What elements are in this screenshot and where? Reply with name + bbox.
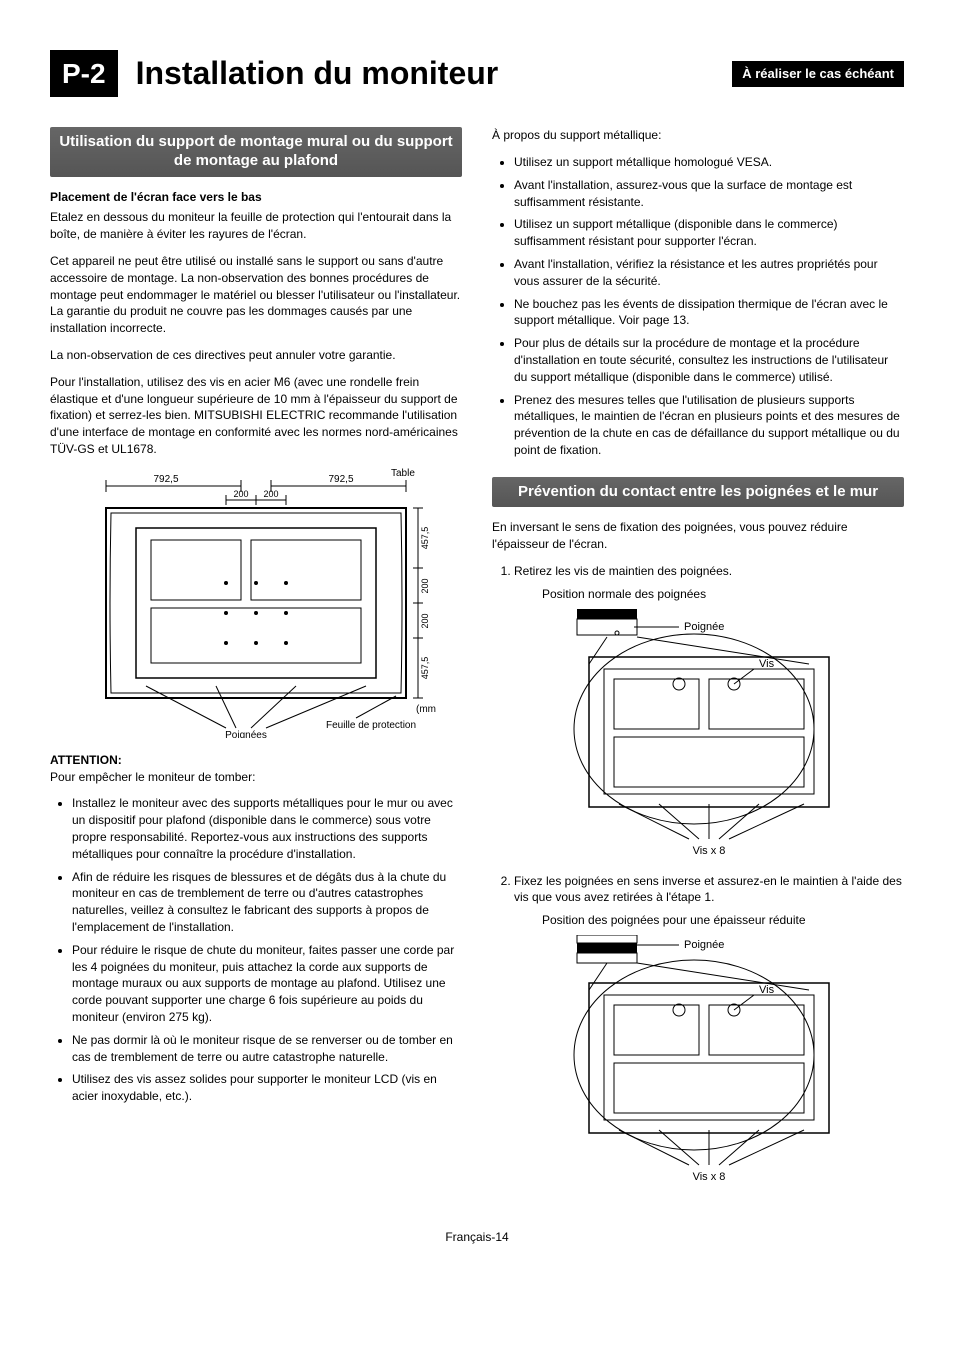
svg-text:792,5: 792,5: [328, 474, 353, 485]
paragraph: Cet appareil ne peut être utilisé ou ins…: [50, 253, 462, 337]
list-item: Installez le moniteur avec des supports …: [72, 795, 462, 862]
svg-text:200: 200: [420, 578, 430, 593]
left-column: Utilisation du support de montage mural …: [50, 127, 462, 1199]
svg-text:457,5: 457,5: [420, 657, 430, 680]
step-item: Fixez les poignées en sens inverse et as…: [514, 873, 904, 1185]
svg-text:Vis x 8: Vis x 8: [693, 845, 726, 857]
paragraph: Pour l'installation, utilisez des vis en…: [50, 374, 462, 458]
condition-badge: À réaliser le cas échéant: [732, 61, 904, 87]
svg-text:Vis: Vis: [759, 984, 775, 996]
svg-text:Vis x 8: Vis x 8: [693, 1171, 726, 1183]
list-item: Pour plus de détails sur la procédure de…: [514, 335, 904, 385]
list-item: Utilisez des vis assez solides pour supp…: [72, 1071, 462, 1105]
paragraph: La non-observation de ces directives peu…: [50, 347, 462, 364]
svg-text:Feuille de protection: Feuille de protection: [326, 720, 416, 731]
list-item: Avant l'installation, vérifiez la résist…: [514, 256, 904, 290]
page-header: P-2 Installation du moniteur À réaliser …: [50, 50, 904, 97]
diagram-caption: Position des poignées pour une épaisseur…: [542, 912, 904, 929]
step-text: Retirez les vis de maintien des poignées…: [514, 564, 732, 578]
svg-text:457,5: 457,5: [420, 527, 430, 550]
step-text: Fixez les poignées en sens inverse et as…: [514, 874, 902, 905]
section-number-badge: P-2: [50, 50, 118, 97]
list-item: Utilisez un support métallique homologué…: [514, 154, 904, 171]
list-item: Utilisez un support métallique (disponib…: [514, 216, 904, 250]
list-item: Prenez des mesures telles que l'utilisat…: [514, 392, 904, 459]
svg-text:(mm): (mm): [416, 704, 436, 715]
svg-text:200: 200: [420, 613, 430, 628]
paragraph: En inversant le sens de fixation des poi…: [492, 519, 904, 553]
metal-support-list: Utilisez un support métallique homologué…: [492, 154, 904, 459]
metal-support-intro: À propos du support métallique:: [492, 127, 904, 144]
right-column: À propos du support métallique: Utilisez…: [492, 127, 904, 1199]
svg-text:200: 200: [263, 489, 278, 499]
section-heading-mounting: Utilisation du support de montage mural …: [50, 127, 462, 177]
steps-list: Retirez les vis de maintien des poignées…: [492, 563, 904, 1185]
svg-text:Poignées: Poignées: [225, 730, 267, 738]
section-heading-handles: Prévention du contact entre les poignées…: [492, 477, 904, 508]
list-item: Ne bouchez pas les évents de dissipation…: [514, 296, 904, 330]
page-footer: Français-14: [50, 1229, 904, 1246]
attention-label: ATTENTION:: [50, 752, 462, 769]
paragraph: Etalez en dessous du moniteur la feuille…: [50, 209, 462, 243]
attention-intro: Pour empêcher le moniteur de tomber:: [50, 769, 462, 786]
svg-text:Vis: Vis: [759, 658, 775, 670]
diagram-caption: Position normale des poignées: [542, 586, 904, 603]
handle-position-normal-diagram: Poignée: [514, 609, 904, 859]
handle-position-reduced-diagram: Poignée Vis: [514, 935, 904, 1185]
page-title: Installation du moniteur: [136, 51, 499, 96]
attention-list: Installez le moniteur avec des supports …: [50, 795, 462, 1105]
step-item: Retirez les vis de maintien des poignées…: [514, 563, 904, 859]
list-item: Ne pas dormir là où le moniteur risque d…: [72, 1032, 462, 1066]
svg-text:792,5: 792,5: [153, 474, 178, 485]
subheading-facedown: Placement de l'écran face vers le bas: [50, 189, 462, 206]
list-item: Afin de réduire les risques de blessures…: [72, 869, 462, 936]
svg-text:200: 200: [233, 489, 248, 499]
svg-text:Poignée: Poignée: [684, 621, 724, 633]
list-item: Pour réduire le risque de chute du monit…: [72, 942, 462, 1026]
svg-text:Poignée: Poignée: [684, 939, 724, 951]
mounting-dimensions-diagram: 792,5 792,5 200 200 Table: [50, 468, 462, 738]
svg-text:Table: Table: [391, 468, 415, 479]
list-item: Avant l'installation, assurez-vous que l…: [514, 177, 904, 211]
